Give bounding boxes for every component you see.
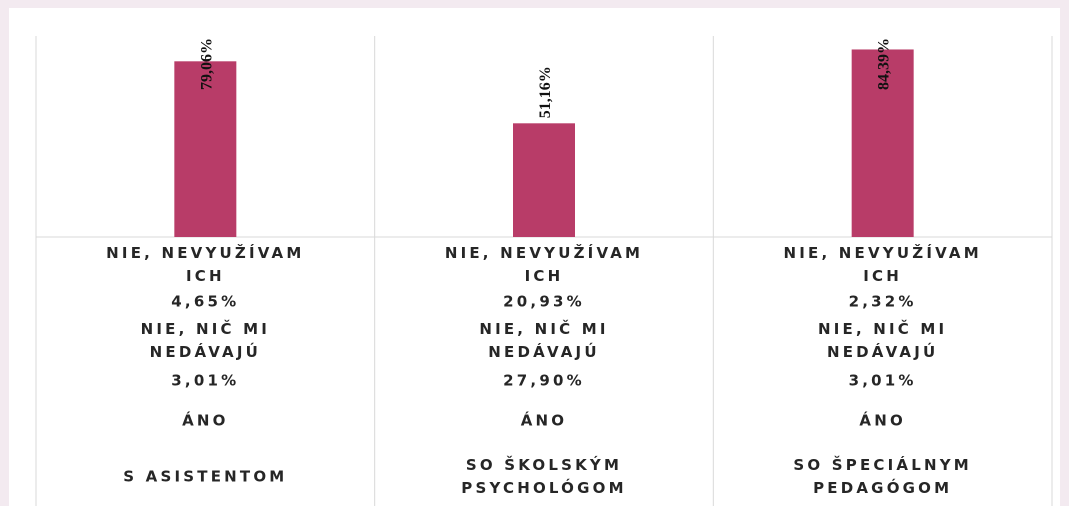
axis-cell: 4,65% <box>171 292 240 311</box>
bar <box>174 61 237 237</box>
value-label: 51,16% <box>537 66 554 118</box>
axis-cell: 3,01% <box>171 371 240 390</box>
axis-cell: NIE, NEVYUŽÍVAM ICH <box>783 244 982 285</box>
bar <box>851 49 914 237</box>
axis-cell: 2,32% <box>848 292 917 311</box>
axis-cell: 20,93% <box>503 292 585 311</box>
axis-cell: NIE, NIČ MI NEDÁVAJÚ <box>140 320 271 361</box>
x-tick-label: SO ŠPECIÁLNYM PEDAGÓGOM <box>793 456 972 497</box>
axis-cell: ÁNO <box>520 411 568 430</box>
axis-cell: 3,01% <box>848 371 917 390</box>
axis-cell: 27,90% <box>503 371 585 390</box>
x-tick-label: S ASISTENTOM <box>123 467 288 486</box>
value-label: 79,06% <box>198 38 215 90</box>
axis-cell: ÁNO <box>182 411 229 430</box>
bar <box>513 123 575 237</box>
axis-cell: NIE, NEVYUŽÍVAM ICH <box>106 244 305 285</box>
axis-cell: NIE, NIČ MI NEDÁVAJÚ <box>479 320 609 361</box>
value-label: 84,39% <box>876 38 893 90</box>
axis-cell: NIE, NEVYUŽÍVAM ICH <box>444 244 644 285</box>
axis-cell: ÁNO <box>859 411 906 430</box>
axis-cell: NIE, NIČ MI NEDÁVAJÚ <box>817 320 948 361</box>
x-tick-label: SO ŠKOLSKÝM PSYCHOLÓGOM <box>461 456 627 497</box>
